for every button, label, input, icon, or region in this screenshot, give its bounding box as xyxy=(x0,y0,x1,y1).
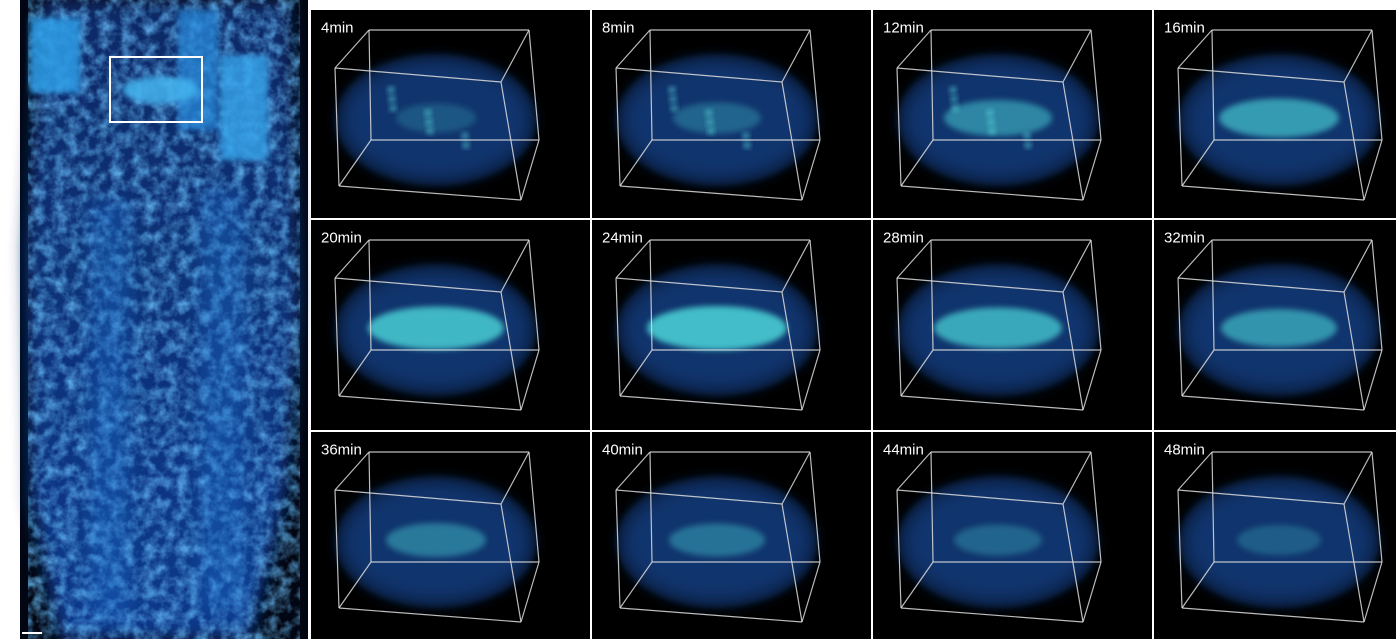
signal-spot xyxy=(669,87,675,93)
signal-glow xyxy=(386,523,486,557)
signal-glow xyxy=(669,524,765,557)
time-panel: 12min xyxy=(873,10,1152,218)
signal-spot xyxy=(671,105,677,111)
time-label: 12min xyxy=(883,19,924,36)
signal-spot xyxy=(427,128,433,134)
signal-spot xyxy=(706,110,712,116)
time-panel: 8min xyxy=(592,10,871,218)
time-label: 20min xyxy=(321,229,362,246)
signal-spot xyxy=(744,142,750,148)
signal-spot xyxy=(987,110,993,116)
signal-spot xyxy=(388,87,394,93)
signal-spot xyxy=(988,119,994,125)
time-lapse-grid: 4min 8min 12min 16min 20min 24min 28min 32min 36… xyxy=(311,10,1396,639)
page: 4min 8min 12min 16min 20min 24min 28min 32min 36… xyxy=(0,0,1396,639)
time-label: 8min xyxy=(602,19,635,36)
signal-spot xyxy=(707,119,713,125)
signal-spot xyxy=(951,96,957,102)
signal-glow xyxy=(673,103,761,134)
signal-glow xyxy=(944,100,1052,136)
signal-spot xyxy=(708,128,714,134)
signal-glow xyxy=(396,104,476,133)
time-label: 28min xyxy=(883,229,924,246)
time-label: 32min xyxy=(1164,229,1205,246)
signal-spot xyxy=(462,133,468,139)
signal-spot xyxy=(670,96,676,102)
time-label: 40min xyxy=(602,441,643,458)
time-label: 4min xyxy=(321,19,354,36)
time-panel: 4min xyxy=(311,10,590,218)
signal-spot xyxy=(1024,133,1030,139)
signal-spot xyxy=(390,105,396,111)
signal-spot xyxy=(743,133,749,139)
time-label: 44min xyxy=(883,441,924,458)
time-panel: 48min xyxy=(1154,432,1396,639)
time-panel: 28min xyxy=(873,220,1152,430)
time-panel: 32min xyxy=(1154,220,1396,430)
figure: 4min 8min 12min 16min 20min 24min 28min 32min 36… xyxy=(0,0,1396,639)
time-panel: 24min xyxy=(592,220,871,430)
time-panel: 16min xyxy=(1154,10,1396,218)
signal-spot xyxy=(1025,142,1031,148)
time-panel: 40min xyxy=(592,432,871,639)
signal-glow xyxy=(1221,309,1337,347)
signal-glow xyxy=(934,308,1062,349)
signal-spot xyxy=(426,119,432,125)
signal-glow xyxy=(1219,99,1339,138)
signal-spot xyxy=(950,87,956,93)
signal-spot xyxy=(952,105,958,111)
signal-spot xyxy=(989,128,995,134)
time-panel: 36min xyxy=(311,432,590,639)
time-panel: 44min xyxy=(873,432,1152,639)
signal-glow xyxy=(647,306,787,350)
signal-glow xyxy=(368,307,504,350)
signal-glow xyxy=(1237,525,1321,555)
time-label: 36min xyxy=(321,441,362,458)
signal-spot xyxy=(463,142,469,148)
time-label: 24min xyxy=(602,229,643,246)
signal-spot xyxy=(389,96,395,102)
time-label: 48min xyxy=(1164,441,1205,458)
signal-glow xyxy=(954,525,1042,556)
overview-panel xyxy=(20,0,308,639)
time-label: 16min xyxy=(1164,19,1205,36)
time-panel: 20min xyxy=(311,220,590,430)
signal-spot xyxy=(425,110,431,116)
